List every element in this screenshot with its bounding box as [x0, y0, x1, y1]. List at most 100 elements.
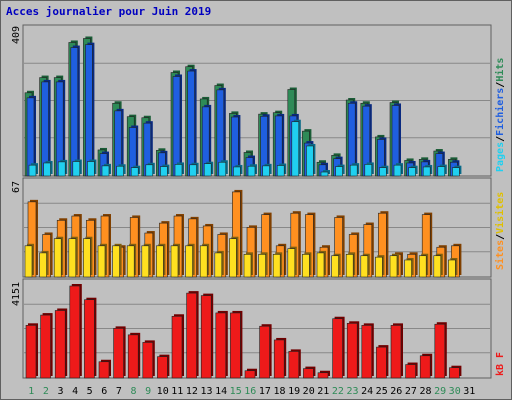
legend-sites: Sites [494, 240, 506, 270]
kb-bar-day-6-face [98, 361, 110, 379]
kb-bar-day-14 [215, 310, 228, 379]
pages-bar-day-9 [145, 162, 155, 177]
pages-bar-day-28-face [422, 166, 431, 177]
pages-bar-day-25-face [379, 167, 387, 177]
sites-bar-day-2-face [39, 252, 47, 278]
kb-bar-day-24-face [361, 325, 373, 379]
kb-bar-day-15 [230, 310, 243, 379]
sites-bar-day-24 [360, 253, 370, 278]
day-label-26: 26 [390, 386, 402, 397]
pages-bar-day-14 [218, 160, 228, 177]
pages-bar-day-18 [276, 163, 287, 177]
sites-bar-day-25 [375, 255, 385, 278]
pages-bar-day-7 [116, 164, 126, 177]
panel-frame-bottom [22, 278, 492, 379]
pages-bar-day-6-face [101, 165, 110, 177]
fichiers-bar-day-12 [187, 69, 197, 177]
sites-bar-day-16 [243, 252, 253, 278]
pages-bar-day-19-face [291, 121, 300, 177]
kb-bar-day-21-face [317, 372, 329, 379]
fichiers-bar-day-5 [85, 42, 95, 177]
pages-bar-day-30-face [452, 167, 460, 177]
day-label-31: 31 [463, 386, 475, 397]
pages-bar-day-2 [43, 160, 53, 177]
pages-bar-day-16-face [247, 165, 256, 177]
ymax-label-top: 409 [11, 26, 22, 44]
day-label-1: 1 [28, 386, 34, 397]
pages-bar-day-20 [306, 143, 316, 177]
day-label-24: 24 [361, 386, 373, 397]
kb-bar-day-17 [259, 324, 272, 379]
sites-bar-day-23-face [345, 254, 354, 278]
day-label-13: 13 [200, 386, 212, 397]
legend-separator: / [495, 82, 506, 88]
pages-bar-day-14-face [218, 161, 227, 177]
pages-bar-day-1-face [28, 164, 37, 177]
day-label-22: 22 [332, 386, 344, 397]
kb-bar-day-3-face [54, 310, 66, 379]
sites-bar-day-6 [97, 243, 107, 278]
sites-bar-day-28 [418, 253, 429, 278]
kb-bar-day-4 [69, 283, 82, 379]
sites-bar-day-21-face [316, 252, 325, 278]
kb-bar-day-23 [346, 321, 360, 379]
kb-bar-day-28 [419, 353, 433, 379]
sites-bar-day-30-face [448, 259, 456, 278]
pages-bar-day-21 [320, 170, 330, 177]
sites-bar-day-20-face [302, 254, 310, 278]
sites-bar-day-12 [185, 243, 195, 278]
sites-bar-day-11 [170, 243, 180, 278]
kb-bar-day-9 [142, 340, 155, 379]
day-label-18: 18 [273, 386, 285, 397]
sites-bar-day-6-face [97, 245, 106, 278]
kb-bar-day-26 [390, 323, 403, 379]
sites-bar-day-1 [24, 243, 34, 278]
sites-bar-day-5 [83, 236, 93, 278]
legend-fichiers: Fichiers [494, 88, 506, 136]
pages-bar-day-26-face [393, 164, 402, 177]
day-label-28: 28 [419, 386, 431, 397]
panel-frame-middle [22, 177, 492, 278]
sites-bar-day-17 [258, 252, 268, 278]
kb-bar-day-1-face [25, 325, 37, 379]
panel-top: 409 Pages/Fichiers/Hits [11, 24, 506, 177]
fichiers-bar-day-5-face [85, 44, 93, 177]
kb-bar-day-17-face [259, 325, 270, 379]
sites-bar-day-27-face [404, 259, 412, 278]
sites-bar-day-29 [433, 253, 443, 278]
pages-bar-day-21-face [320, 171, 329, 177]
sites-bar-day-5-face [83, 238, 91, 278]
sites-bar-day-29-face [433, 255, 442, 278]
sites-bar-day-9-face [141, 245, 150, 278]
sites-bar-day-26-face [389, 255, 398, 278]
sites-bar-day-4 [68, 236, 78, 278]
day-label-3: 3 [57, 386, 63, 397]
sites-bar-day-13 [199, 243, 210, 278]
pages-bar-day-5-face [87, 161, 95, 177]
day-label-30: 30 [449, 386, 461, 397]
kb-bar-day-16 [244, 368, 257, 379]
pages-bar-day-3-face [57, 161, 66, 177]
pages-bar-day-27 [408, 165, 418, 177]
sites-bar-day-10 [156, 243, 166, 278]
kb-bar-day-7-face [113, 328, 124, 379]
pages-bar-day-20-face [306, 145, 314, 177]
sites-bar-day-26 [389, 253, 399, 278]
sites-bar-day-30 [448, 257, 458, 278]
kb-bar-day-25-face [376, 346, 387, 379]
kb-bar-day-3 [54, 308, 68, 379]
kb-bar-day-22-face [332, 318, 343, 379]
chart-title: Acces journalier pour Juin 2019 [6, 5, 211, 18]
sites-bar-day-3-face [53, 238, 62, 278]
pages-bar-day-2-face [43, 162, 51, 177]
sites-bar-day-13-face [199, 245, 208, 278]
pages-bar-day-4-face [72, 161, 81, 177]
pages-bar-day-17-face [262, 165, 270, 177]
pages-bar-day-5 [87, 159, 97, 177]
day-label-4: 4 [72, 386, 78, 397]
kb-bar-day-23-face [346, 323, 358, 379]
pages-bar-day-26 [393, 163, 403, 177]
kb-bar-day-1 [25, 323, 38, 379]
pages-bar-day-23 [349, 163, 360, 177]
kb-bar-day-10 [157, 354, 170, 379]
